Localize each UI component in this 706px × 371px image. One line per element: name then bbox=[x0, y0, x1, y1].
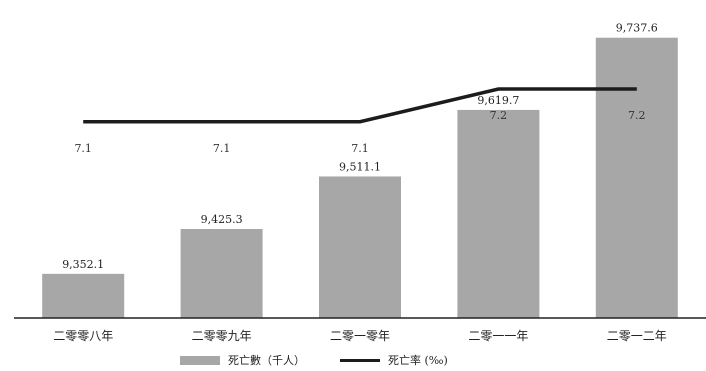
legend: 死亡數（千人） 死亡率 (‰) bbox=[0, 352, 706, 370]
bar-value-label-1: 9,352.1 bbox=[62, 258, 104, 271]
bar-1 bbox=[42, 273, 125, 318]
bar-label-group: 9,352.1 9,425.3 9,511.1 9,619.7 9,737.6 bbox=[62, 22, 658, 271]
rate-value-label-5: 7.2 bbox=[628, 109, 646, 122]
legend-label-deaths: 死亡數（千人） bbox=[228, 354, 305, 367]
x-tick-label-4: 二零一一年 bbox=[468, 329, 528, 343]
bar-5 bbox=[595, 37, 678, 318]
rate-value-label-4: 7.2 bbox=[490, 109, 508, 122]
x-tick-label-5: 二零一二年 bbox=[607, 329, 667, 343]
rate-label-group: 7.1 7.1 7.1 7.2 7.2 bbox=[74, 109, 645, 155]
rate-value-label-2: 7.1 bbox=[213, 142, 231, 155]
legend-item-deaths: 死亡數（千人） bbox=[180, 352, 305, 368]
bar-value-label-2: 9,425.3 bbox=[201, 213, 243, 226]
x-tick-label-2: 二零零九年 bbox=[192, 329, 252, 343]
x-tick-label-group: 二零零八年 二零零九年 二零一零年 二零一一年 二零一二年 bbox=[53, 329, 667, 343]
rate-line bbox=[83, 87, 637, 124]
bar-group bbox=[42, 37, 678, 318]
x-tick-label-1: 二零零八年 bbox=[53, 329, 113, 343]
bar-value-label-5: 9,737.6 bbox=[616, 22, 658, 35]
legend-item-rate: 死亡率 (‰) bbox=[340, 352, 448, 368]
legend-swatch-line bbox=[340, 358, 380, 362]
bar-value-label-4: 9,619.7 bbox=[477, 94, 519, 107]
rate-line-group bbox=[83, 87, 637, 124]
rate-value-label-1: 7.1 bbox=[74, 142, 92, 155]
rate-value-label-3: 7.1 bbox=[351, 142, 369, 155]
chart: 9,352.19,425.39,511.19,619.79,737.6 7.1 7… bbox=[14, 22, 706, 343]
bar-3 bbox=[319, 176, 401, 318]
x-tick-label-3: 二零一零年 bbox=[330, 329, 390, 343]
bar-2 bbox=[180, 229, 263, 318]
legend-swatch-bar bbox=[180, 355, 220, 365]
bar-value-label-3: 9,511.1 bbox=[339, 160, 381, 173]
legend-label-rate: 死亡率 (‰) bbox=[388, 354, 448, 367]
bar-4 bbox=[457, 109, 540, 318]
